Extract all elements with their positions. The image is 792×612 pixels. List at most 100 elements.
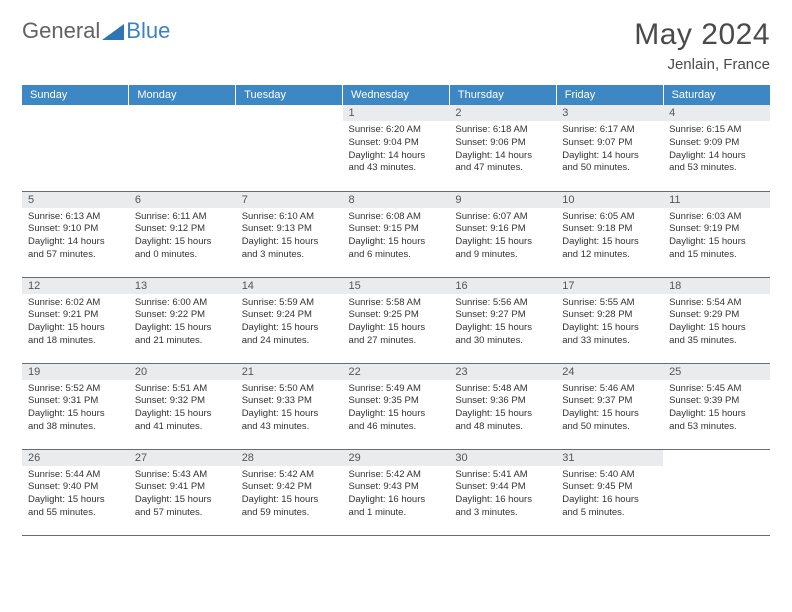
calendar-day-cell: 6Sunrise: 6:11 AMSunset: 9:12 PMDaylight…: [129, 191, 236, 277]
day-number: 30: [449, 450, 556, 466]
calendar-day-cell: 1Sunrise: 6:20 AMSunset: 9:04 PMDaylight…: [343, 105, 450, 191]
calendar-day-cell: 17Sunrise: 5:55 AMSunset: 9:28 PMDayligh…: [556, 277, 663, 363]
day-number: 20: [129, 364, 236, 380]
day-details: Sunrise: 6:20 AMSunset: 9:04 PMDaylight:…: [343, 121, 450, 177]
weekday-header: Thursday: [449, 85, 556, 105]
weekday-header: Monday: [129, 85, 236, 105]
day-number: 7: [236, 192, 343, 208]
day-details: Sunrise: 5:49 AMSunset: 9:35 PMDaylight:…: [343, 380, 450, 436]
day-number: 6: [129, 192, 236, 208]
day-details: Sunrise: 5:56 AMSunset: 9:27 PMDaylight:…: [449, 294, 556, 350]
calendar-day-cell: 8Sunrise: 6:08 AMSunset: 9:15 PMDaylight…: [343, 191, 450, 277]
calendar-day-cell: 27Sunrise: 5:43 AMSunset: 9:41 PMDayligh…: [129, 449, 236, 535]
weekday-header-row: SundayMondayTuesdayWednesdayThursdayFrid…: [22, 85, 770, 105]
calendar-day-cell: 13Sunrise: 6:00 AMSunset: 9:22 PMDayligh…: [129, 277, 236, 363]
weekday-header: Saturday: [663, 85, 770, 105]
day-number: 12: [22, 278, 129, 294]
day-number: 17: [556, 278, 663, 294]
day-details: Sunrise: 6:00 AMSunset: 9:22 PMDaylight:…: [129, 294, 236, 350]
day-number: 3: [556, 105, 663, 121]
calendar-table: SundayMondayTuesdayWednesdayThursdayFrid…: [22, 85, 770, 536]
day-number: 29: [343, 450, 450, 466]
calendar-day-cell: 24Sunrise: 5:46 AMSunset: 9:37 PMDayligh…: [556, 363, 663, 449]
day-details: Sunrise: 5:52 AMSunset: 9:31 PMDaylight:…: [22, 380, 129, 436]
calendar-day-cell: [236, 105, 343, 191]
calendar-day-cell: 9Sunrise: 6:07 AMSunset: 9:16 PMDaylight…: [449, 191, 556, 277]
day-details: Sunrise: 6:15 AMSunset: 9:09 PMDaylight:…: [663, 121, 770, 177]
day-details: Sunrise: 5:41 AMSunset: 9:44 PMDaylight:…: [449, 466, 556, 522]
calendar-week-row: 19Sunrise: 5:52 AMSunset: 9:31 PMDayligh…: [22, 363, 770, 449]
day-details: Sunrise: 6:17 AMSunset: 9:07 PMDaylight:…: [556, 121, 663, 177]
calendar-week-row: 5Sunrise: 6:13 AMSunset: 9:10 PMDaylight…: [22, 191, 770, 277]
day-number: 16: [449, 278, 556, 294]
day-details: Sunrise: 5:50 AMSunset: 9:33 PMDaylight:…: [236, 380, 343, 436]
calendar-day-cell: 30Sunrise: 5:41 AMSunset: 9:44 PMDayligh…: [449, 449, 556, 535]
day-number: 21: [236, 364, 343, 380]
calendar-day-cell: 25Sunrise: 5:45 AMSunset: 9:39 PMDayligh…: [663, 363, 770, 449]
day-details: Sunrise: 5:48 AMSunset: 9:36 PMDaylight:…: [449, 380, 556, 436]
day-number: 27: [129, 450, 236, 466]
day-details: Sunrise: 5:59 AMSunset: 9:24 PMDaylight:…: [236, 294, 343, 350]
calendar-day-cell: 23Sunrise: 5:48 AMSunset: 9:36 PMDayligh…: [449, 363, 556, 449]
day-details: Sunrise: 6:07 AMSunset: 9:16 PMDaylight:…: [449, 208, 556, 264]
calendar-day-cell: 22Sunrise: 5:49 AMSunset: 9:35 PMDayligh…: [343, 363, 450, 449]
day-details: Sunrise: 5:58 AMSunset: 9:25 PMDaylight:…: [343, 294, 450, 350]
calendar-day-cell: 3Sunrise: 6:17 AMSunset: 9:07 PMDaylight…: [556, 105, 663, 191]
day-number: 1: [343, 105, 450, 121]
title-block: May 2024 Jenlain, France: [634, 18, 770, 73]
calendar-day-cell: 2Sunrise: 6:18 AMSunset: 9:06 PMDaylight…: [449, 105, 556, 191]
location-text: Jenlain, France: [634, 56, 770, 73]
weekday-header: Wednesday: [343, 85, 450, 105]
calendar-day-cell: 31Sunrise: 5:40 AMSunset: 9:45 PMDayligh…: [556, 449, 663, 535]
calendar-day-cell: 21Sunrise: 5:50 AMSunset: 9:33 PMDayligh…: [236, 363, 343, 449]
logo-word2: Blue: [126, 18, 170, 44]
day-details: Sunrise: 6:13 AMSunset: 9:10 PMDaylight:…: [22, 208, 129, 264]
day-details: Sunrise: 6:03 AMSunset: 9:19 PMDaylight:…: [663, 208, 770, 264]
calendar-day-cell: 5Sunrise: 6:13 AMSunset: 9:10 PMDaylight…: [22, 191, 129, 277]
calendar-day-cell: 12Sunrise: 6:02 AMSunset: 9:21 PMDayligh…: [22, 277, 129, 363]
day-details: Sunrise: 5:40 AMSunset: 9:45 PMDaylight:…: [556, 466, 663, 522]
logo-triangle-icon: [102, 22, 124, 40]
calendar-day-cell: 10Sunrise: 6:05 AMSunset: 9:18 PMDayligh…: [556, 191, 663, 277]
day-number: 15: [343, 278, 450, 294]
day-number: 13: [129, 278, 236, 294]
calendar-day-cell: 7Sunrise: 6:10 AMSunset: 9:13 PMDaylight…: [236, 191, 343, 277]
day-number: 8: [343, 192, 450, 208]
day-number: 23: [449, 364, 556, 380]
day-number: 18: [663, 278, 770, 294]
calendar-day-cell: 18Sunrise: 5:54 AMSunset: 9:29 PMDayligh…: [663, 277, 770, 363]
day-number: 22: [343, 364, 450, 380]
page-title: May 2024: [634, 18, 770, 52]
calendar-day-cell: [663, 449, 770, 535]
day-details: Sunrise: 6:08 AMSunset: 9:15 PMDaylight:…: [343, 208, 450, 264]
weekday-header: Tuesday: [236, 85, 343, 105]
day-details: Sunrise: 5:44 AMSunset: 9:40 PMDaylight:…: [22, 466, 129, 522]
day-details: Sunrise: 5:42 AMSunset: 9:43 PMDaylight:…: [343, 466, 450, 522]
day-number: 26: [22, 450, 129, 466]
day-details: Sunrise: 5:51 AMSunset: 9:32 PMDaylight:…: [129, 380, 236, 436]
calendar-day-cell: 26Sunrise: 5:44 AMSunset: 9:40 PMDayligh…: [22, 449, 129, 535]
day-details: Sunrise: 6:10 AMSunset: 9:13 PMDaylight:…: [236, 208, 343, 264]
day-details: Sunrise: 6:05 AMSunset: 9:18 PMDaylight:…: [556, 208, 663, 264]
calendar-day-cell: 4Sunrise: 6:15 AMSunset: 9:09 PMDaylight…: [663, 105, 770, 191]
calendar-day-cell: 19Sunrise: 5:52 AMSunset: 9:31 PMDayligh…: [22, 363, 129, 449]
day-details: Sunrise: 5:43 AMSunset: 9:41 PMDaylight:…: [129, 466, 236, 522]
day-details: Sunrise: 6:11 AMSunset: 9:12 PMDaylight:…: [129, 208, 236, 264]
calendar-week-row: 26Sunrise: 5:44 AMSunset: 9:40 PMDayligh…: [22, 449, 770, 535]
day-number: 31: [556, 450, 663, 466]
day-number: 4: [663, 105, 770, 121]
day-details: Sunrise: 5:45 AMSunset: 9:39 PMDaylight:…: [663, 380, 770, 436]
calendar-day-cell: 16Sunrise: 5:56 AMSunset: 9:27 PMDayligh…: [449, 277, 556, 363]
calendar-day-cell: 20Sunrise: 5:51 AMSunset: 9:32 PMDayligh…: [129, 363, 236, 449]
day-number: 2: [449, 105, 556, 121]
day-details: Sunrise: 5:55 AMSunset: 9:28 PMDaylight:…: [556, 294, 663, 350]
day-details: Sunrise: 5:42 AMSunset: 9:42 PMDaylight:…: [236, 466, 343, 522]
day-details: Sunrise: 5:54 AMSunset: 9:29 PMDaylight:…: [663, 294, 770, 350]
day-number: 9: [449, 192, 556, 208]
weekday-header: Sunday: [22, 85, 129, 105]
logo-word1: General: [22, 18, 100, 44]
calendar-day-cell: 28Sunrise: 5:42 AMSunset: 9:42 PMDayligh…: [236, 449, 343, 535]
calendar-day-cell: 14Sunrise: 5:59 AMSunset: 9:24 PMDayligh…: [236, 277, 343, 363]
calendar-day-cell: [129, 105, 236, 191]
calendar-week-row: 12Sunrise: 6:02 AMSunset: 9:21 PMDayligh…: [22, 277, 770, 363]
